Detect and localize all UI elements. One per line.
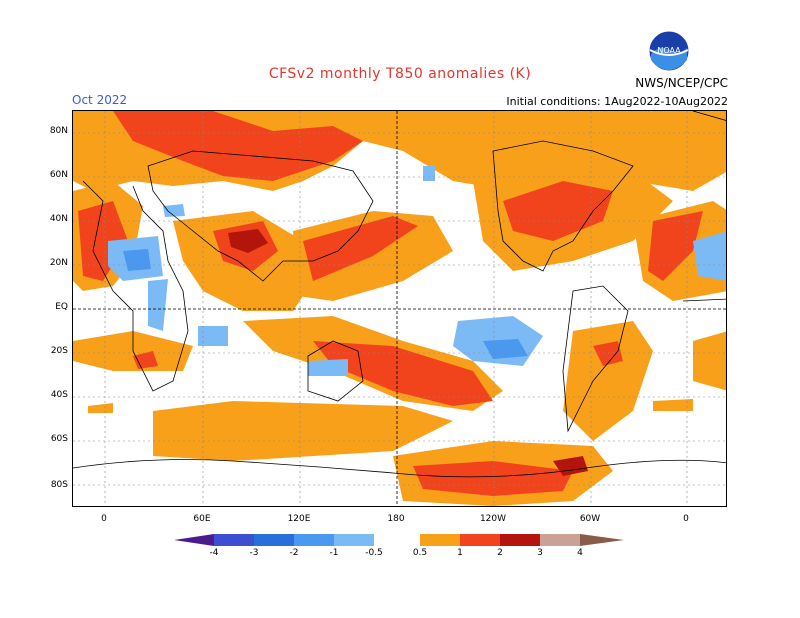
logo-text: NOAA	[657, 46, 681, 55]
colorbar-label: -1	[329, 548, 339, 558]
lon-label: 60W	[579, 514, 601, 524]
lat-label: 20N	[49, 258, 68, 268]
lat-label: 20S	[50, 346, 68, 356]
colorbar-label: -3	[249, 548, 259, 558]
lat-label: 40N	[49, 214, 68, 224]
colorbar-label: 0.5	[412, 548, 428, 558]
colorbar-bin-neg2-neg1	[294, 534, 334, 546]
coastlines	[73, 111, 726, 478]
lon-label: 120W	[479, 514, 507, 524]
lon-label: 120E	[287, 514, 311, 524]
lat-label: 80N	[49, 126, 68, 136]
anomaly-blue-regions	[123, 249, 528, 359]
lat-label: 60N	[49, 170, 68, 180]
map-svg	[73, 111, 726, 506]
colorbar-bin-lt-neg4	[174, 534, 214, 546]
colorbar-bin-gt-p4	[580, 534, 624, 546]
agency-label: NWS/NCEP/CPC	[635, 76, 728, 90]
lon-label: 180	[387, 514, 405, 524]
noaa-logo: NOAA	[648, 30, 690, 72]
colorbar-bin-neutral	[374, 534, 420, 546]
initial-conditions: Initial conditions: 1Aug2022-10Aug2022	[506, 95, 728, 108]
colorbar-label: 4	[577, 548, 583, 558]
colorbar-bin-p3-p4	[540, 534, 580, 546]
colorbar	[174, 534, 624, 546]
colorbar-label: 3	[537, 548, 543, 558]
chart-title: CFSv2 monthly T850 anomalies (K)	[268, 66, 532, 82]
colorbar-bin-neg4-neg3	[214, 534, 254, 546]
equator-dateline	[73, 111, 726, 506]
colorbar-label: -2	[289, 548, 299, 558]
colorbar-bin-neg3-neg2	[254, 534, 294, 546]
colorbar-label: -0.5	[365, 548, 383, 558]
colorbar-bin-p05-p1	[420, 534, 460, 546]
colorbar-label: 2	[497, 548, 503, 558]
lon-label: 0	[101, 514, 107, 524]
lat-label: EQ	[55, 302, 68, 312]
anomaly-map	[72, 110, 727, 507]
forecast-month: Oct 2022	[72, 93, 128, 107]
map-grid	[73, 111, 726, 506]
anomaly-orange-regions	[73, 111, 726, 506]
lat-label: 60S	[50, 434, 68, 444]
lat-label: 40S	[50, 390, 68, 400]
colorbar-label: 1	[457, 548, 463, 558]
lon-label: 0	[683, 514, 689, 524]
colorbar-bin-p1-p2	[460, 534, 500, 546]
colorbar-bin-neg1-neg05	[334, 534, 374, 546]
colorbar-label: -4	[209, 548, 219, 558]
lon-label: 60E	[193, 514, 211, 524]
colorbar-bin-p2-p3	[500, 534, 540, 546]
lat-label: 80S	[50, 480, 68, 490]
